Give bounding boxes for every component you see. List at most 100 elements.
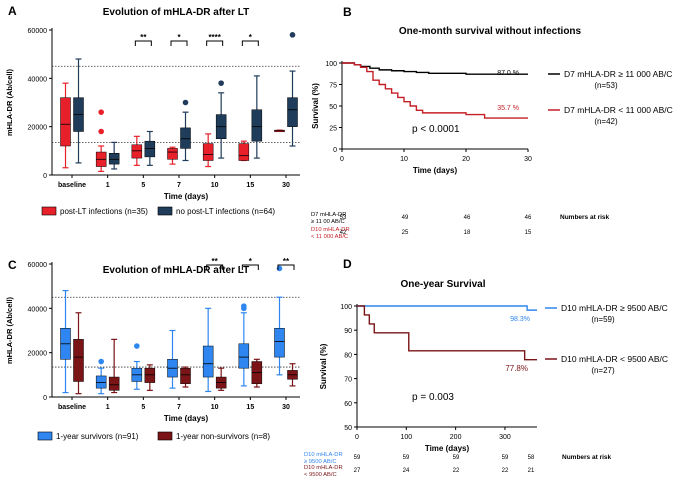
panel-d-risk-value: 22 xyxy=(502,468,509,474)
panel-c-ytick-label: 20000 xyxy=(28,351,48,358)
panel-c-box-1 xyxy=(251,358,263,388)
panel-a-xlabel: Time (days) xyxy=(164,192,209,201)
panel-d-legend-n-1: (n=27) xyxy=(591,366,615,375)
panel-a-significance-label: **** xyxy=(208,33,221,42)
panel-d-risk-value: 22 xyxy=(453,468,460,474)
panel-b-legend-label-1: D7 mHLA-DR < 11 000 AB/C xyxy=(564,105,673,115)
panel-c-significance-label: ** xyxy=(212,257,219,266)
panel-c-box-body xyxy=(238,343,250,369)
panel-d-risk-label: < 9500 AB/C xyxy=(304,472,337,478)
panel-a-box-body xyxy=(60,97,71,147)
panel-b-end-label-0: 87.0 % xyxy=(497,70,519,77)
panel-a-ytick-label: 60000 xyxy=(28,28,48,35)
panel-d-risk-value: 59 xyxy=(453,455,460,461)
panel-b-risk-title: Numbers at risk xyxy=(560,214,610,221)
panel-a-xtick-label: 30 xyxy=(282,182,290,189)
panel-b-xtick-label: 30 xyxy=(524,156,532,163)
panel-a-box-1 xyxy=(180,99,191,162)
panel-b-ytick-label: 75 xyxy=(329,83,337,90)
panel-b-ytick-label: 25 xyxy=(329,126,337,133)
panel-c-outlier xyxy=(241,303,247,309)
panel-a-box-body xyxy=(180,127,191,149)
panel-a-xtick-label: 10 xyxy=(211,182,219,189)
panel-d-end-label-1: 77.8% xyxy=(505,364,528,373)
panel-c-xtick-label: 15 xyxy=(246,404,254,411)
panel-b-risk-value: 49 xyxy=(402,215,409,221)
panel-d-legend-label-1: D10 mHLA-DR < 9500 AB/C xyxy=(561,354,668,364)
panel-a-box-body xyxy=(238,143,250,161)
panel-a-significance-bracket xyxy=(206,40,224,46)
panel-d-p-value: p = 0.003 xyxy=(412,392,454,403)
panel-a-box-body xyxy=(202,143,214,161)
panel-d-legend-n-0: (n=59) xyxy=(591,315,615,324)
panel-b-risk-value: 25 xyxy=(402,230,409,236)
panel-b-p-value: p < 0.0001 xyxy=(412,124,460,135)
panel-a-box-0 xyxy=(60,82,71,169)
panel-a-box-1 xyxy=(73,58,84,164)
panel-a-xtick-label: 1 xyxy=(106,182,110,189)
panel-c-box-body xyxy=(180,367,191,384)
panel-a-legend-label: no post-LT infections (n=64) xyxy=(176,207,275,216)
panel-c-ytick-label: 60000 xyxy=(28,262,48,269)
panel-d-title: One-year Survival xyxy=(400,279,485,290)
panel-a-letter: A xyxy=(8,4,17,18)
panel-a-legend-swatch xyxy=(41,206,57,216)
panel-b-ytick-label: 0 xyxy=(333,147,337,154)
panel-c-box-1 xyxy=(73,312,84,395)
panel-c-box-0 xyxy=(60,290,71,394)
panel-a-outlier xyxy=(98,128,104,135)
panel-c-box-0 xyxy=(131,343,143,390)
panel-d-risk-label: D10 mHLA-DR xyxy=(304,452,343,458)
panel-a-box-body xyxy=(287,97,298,127)
panel-a-box-0 xyxy=(274,129,285,133)
panel-d-risk-value: 27 xyxy=(354,468,361,474)
panel-d-xtick-label: 200 xyxy=(450,434,462,441)
panel-a-significance-bracket xyxy=(241,40,259,46)
panel-c-legend-swatch xyxy=(37,431,53,441)
panel-c-legend-label: 1-year survivors (n=91) xyxy=(56,432,139,441)
panel-a-significance-label: * xyxy=(177,33,181,42)
panel-a-xtick-label: baseline xyxy=(58,182,86,189)
panel-a-title: Evolution of mHLA-DR after LT xyxy=(103,7,249,18)
panel-d-risk-title: Numbers at risk xyxy=(562,454,612,461)
panel-c-significance-bracket xyxy=(206,264,224,270)
panel-b-survival-curve-1 xyxy=(342,62,528,119)
panel-b-risk-value: 46 xyxy=(525,215,532,221)
panel-d-risk-value: 59 xyxy=(354,455,361,461)
panel-c-box-1 xyxy=(215,367,227,391)
panel-d-risk-value: 59 xyxy=(502,455,509,461)
panel-c-box-1 xyxy=(108,338,120,394)
panel-b-risk-label: < 11 000 AB/C xyxy=(311,234,348,240)
panel-c-xtick-label: 7 xyxy=(177,404,181,411)
panel-c-outlier xyxy=(134,343,140,349)
panel-a-box-0 xyxy=(167,146,178,165)
panel-d-risk-value: 58 xyxy=(528,455,535,461)
panel-b-xlabel: Time (days) xyxy=(413,166,458,175)
panel-c-box-body xyxy=(144,367,156,383)
panel-c-box-0 xyxy=(167,329,178,389)
panel-c-outlier xyxy=(98,358,104,365)
panel-d-survival-curve-1 xyxy=(357,305,537,361)
panel-c-significance-label: ** xyxy=(283,257,290,266)
panel-c-box-1 xyxy=(287,363,298,387)
panel-a-outlier xyxy=(182,99,189,106)
panel-c-xtick-label: baseline xyxy=(58,404,86,411)
panel-c-box-0 xyxy=(274,265,285,376)
panel-a-ytick-label: 20000 xyxy=(28,125,48,132)
panel-d-risk-label: ≥ 9500 AB/C xyxy=(304,459,337,465)
panel-d-ytick-label: 80 xyxy=(344,352,352,359)
panel-c-title: Evolution of mHLA-DR after LT xyxy=(103,265,249,276)
panel-d-risk-value: 24 xyxy=(403,468,410,474)
panel-a-box-0 xyxy=(95,109,107,172)
panel-c-box-body xyxy=(202,345,214,378)
panel-b-legend-n-1: (n=42) xyxy=(594,117,618,126)
panel-b-risk-value: 46 xyxy=(464,215,471,221)
panel-d-ytick-label: 100 xyxy=(340,304,352,311)
panel-b-risk-value: 42 xyxy=(340,230,347,236)
panel-c-significance-bracket xyxy=(277,264,295,270)
panel-d-risk-label: D10 mHLA-DR xyxy=(304,465,343,471)
panel-c-box-0 xyxy=(202,307,214,393)
panel-b-risk-label: D7 mHLA-DR xyxy=(311,212,346,218)
panel-a-outlier xyxy=(289,32,296,38)
panel-c-legend-swatch xyxy=(157,431,173,441)
